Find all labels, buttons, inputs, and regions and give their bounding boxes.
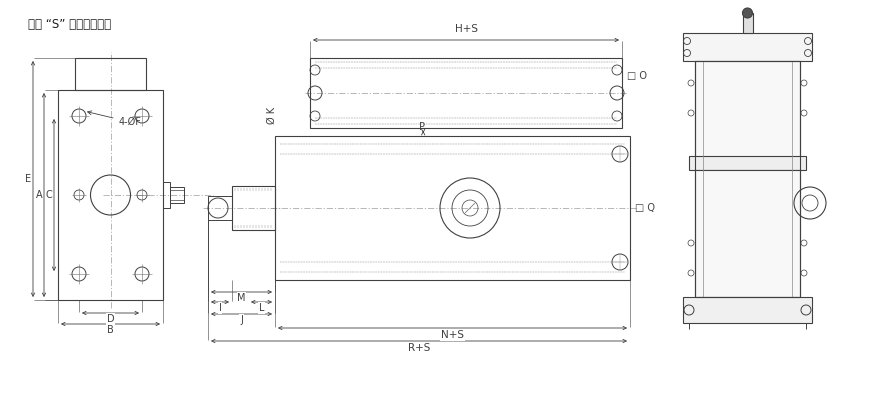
Bar <box>683 33 812 61</box>
Bar <box>275 136 630 280</box>
Text: H+S: H+S <box>454 24 477 34</box>
Text: L: L <box>259 303 264 313</box>
Bar <box>689 156 806 170</box>
Text: 4-ØF: 4-ØF <box>88 111 141 127</box>
Text: 注： “S” 為缸的總行程: 注： “S” 為缸的總行程 <box>28 18 111 31</box>
Bar <box>232 186 275 230</box>
Text: N+S: N+S <box>441 330 464 340</box>
Text: Ø K: Ø K <box>267 107 277 124</box>
Text: B: B <box>108 325 114 335</box>
Bar <box>75 58 146 90</box>
Bar <box>695 61 800 297</box>
Bar <box>742 13 752 33</box>
Bar <box>170 190 184 200</box>
Bar <box>170 187 184 203</box>
Text: C: C <box>45 190 52 200</box>
Text: D: D <box>107 314 115 324</box>
Text: □ Q: □ Q <box>635 203 655 213</box>
Bar <box>58 90 163 300</box>
Bar <box>695 170 800 297</box>
Text: □ O: □ O <box>627 71 647 81</box>
Text: J: J <box>240 315 243 325</box>
Circle shape <box>742 8 752 18</box>
Text: I: I <box>219 303 221 313</box>
Text: R+S: R+S <box>408 343 430 353</box>
Text: E: E <box>25 174 31 184</box>
Bar <box>310 58 622 128</box>
Bar <box>695 61 800 163</box>
Text: P: P <box>420 122 425 132</box>
Text: M: M <box>237 293 245 303</box>
Bar <box>208 196 232 220</box>
Text: A: A <box>36 190 43 200</box>
Bar <box>163 182 170 208</box>
Bar <box>683 297 812 323</box>
